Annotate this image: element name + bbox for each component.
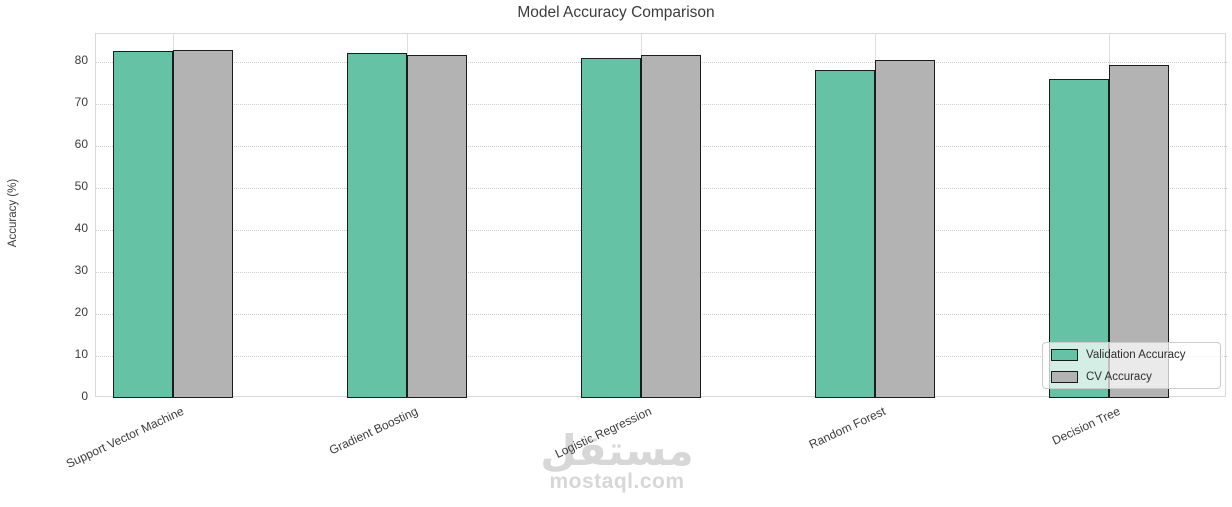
legend-swatch-validation-accuracy <box>1051 349 1078 361</box>
bar-cv-accuracy-random-forest <box>875 59 935 398</box>
watermark-domain-text: mostaql.com <box>549 470 685 494</box>
bar-cv-accuracy-gradient-boosting <box>407 54 467 398</box>
x-tick-label-support-vector-machine: Support Vector Machine <box>63 404 186 471</box>
legend: Validation Accuracy CV Accuracy <box>1042 342 1221 389</box>
bar-validation-accuracy-logistic-regression <box>581 57 641 398</box>
y-tick-label-60: 60 <box>74 136 88 151</box>
x-tick-label-decision-tree: Decision Tree <box>1049 404 1122 448</box>
bar-validation-accuracy-random-forest <box>815 69 875 398</box>
bar-validation-accuracy-gradient-boosting <box>347 53 407 398</box>
y-tick-label-0: 0 <box>81 389 88 403</box>
x-tick-label-gradient-boosting: Gradient Boosting <box>326 404 420 458</box>
y-tick-label-40: 40 <box>74 220 88 235</box>
plot-area <box>95 33 1227 398</box>
x-tick-label-random-forest: Random Forest <box>807 404 888 452</box>
legend-item-validation-accuracy: Validation Accuracy <box>1051 349 1212 361</box>
bar-cv-accuracy-logistic-regression <box>641 55 701 398</box>
legend-label-validation-accuracy: Validation Accuracy <box>1086 349 1186 361</box>
bar-cv-accuracy-support-vector-machine <box>173 49 233 398</box>
y-tick-label-80: 80 <box>74 52 88 67</box>
y-tick-label-70: 70 <box>74 94 88 109</box>
x-tick-label-logistic-regression: Logistic Regression <box>553 404 654 461</box>
y-tick-label-20: 20 <box>74 304 88 319</box>
y-tick-label-30: 30 <box>74 262 88 277</box>
bar-validation-accuracy-support-vector-machine <box>113 51 173 398</box>
legend-item-cv-accuracy: CV Accuracy <box>1051 371 1212 383</box>
y-tick-label-50: 50 <box>74 178 88 193</box>
legend-label-cv-accuracy: CV Accuracy <box>1086 371 1152 383</box>
chart-title: Model Accuracy Comparison <box>517 4 715 21</box>
legend-swatch-cv-accuracy <box>1051 371 1078 383</box>
y-tick-label-10: 10 <box>74 346 88 361</box>
watermark: مستقل mostaql.com <box>540 427 694 494</box>
y-axis-label: Accuracy (%) <box>7 178 19 248</box>
